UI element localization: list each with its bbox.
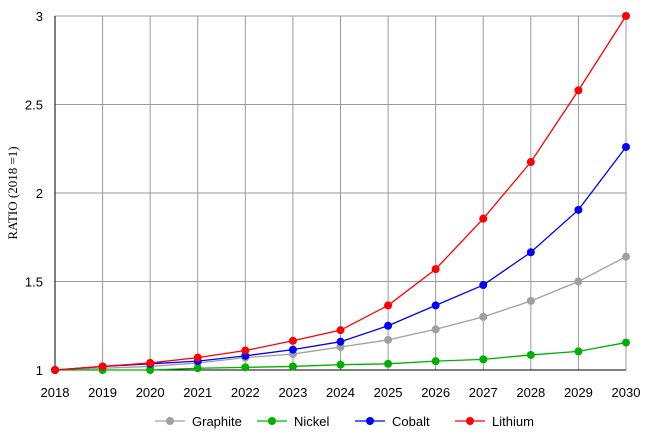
legend-swatch-marker xyxy=(466,417,474,425)
x-tick-label: 2020 xyxy=(136,385,165,400)
data-point xyxy=(526,158,535,167)
data-point xyxy=(622,252,630,261)
y-tick-label: 3 xyxy=(36,9,43,24)
y-axis-label: RATIO (2018 =1) xyxy=(5,146,20,239)
series-layer xyxy=(51,12,630,374)
x-tick-label: 2025 xyxy=(374,385,403,400)
legend-item-graphite: Graphite xyxy=(155,414,242,429)
data-point xyxy=(98,362,107,371)
data-point xyxy=(479,355,488,364)
data-point xyxy=(288,345,297,354)
data-point xyxy=(622,12,630,20)
data-point xyxy=(193,353,202,362)
y-axis-ticks: 1 1.5 2 2.5 3 xyxy=(25,9,43,378)
x-tick-label: 2022 xyxy=(231,385,260,400)
data-point xyxy=(574,277,583,286)
legend-swatch-marker xyxy=(366,417,374,425)
legend-item-cobalt: Cobalt xyxy=(355,414,430,429)
data-point xyxy=(479,312,488,321)
data-point xyxy=(431,325,440,334)
y-tick-label: 1 xyxy=(36,363,43,378)
data-point xyxy=(384,335,393,344)
data-point xyxy=(526,350,535,359)
x-tick-label: 2021 xyxy=(183,385,212,400)
data-point xyxy=(526,248,535,257)
data-point xyxy=(384,321,393,330)
legend-swatch-marker xyxy=(166,417,174,425)
data-point xyxy=(431,301,440,310)
data-point xyxy=(574,205,583,214)
data-point xyxy=(479,214,488,223)
data-point xyxy=(574,86,583,95)
legend: Graphite Nickel Cobalt Lithium xyxy=(155,414,534,429)
x-tick-label: 2029 xyxy=(564,385,593,400)
data-point xyxy=(146,366,155,374)
x-tick-label: 2026 xyxy=(421,385,450,400)
data-point xyxy=(526,296,535,305)
data-point xyxy=(622,338,630,347)
data-point xyxy=(431,357,440,366)
data-point xyxy=(288,336,297,345)
series-lithium xyxy=(51,12,630,374)
x-tick-label: 2019 xyxy=(88,385,117,400)
data-point xyxy=(622,142,630,151)
legend-label: Lithium xyxy=(492,414,534,429)
data-point xyxy=(193,364,202,373)
data-point xyxy=(384,301,393,310)
x-tick-label: 2028 xyxy=(516,385,545,400)
y-tick-label: 2 xyxy=(36,186,43,201)
y-tick-label: 1.5 xyxy=(25,275,43,290)
data-point xyxy=(574,347,583,356)
x-tick-label: 2027 xyxy=(469,385,498,400)
x-axis-ticks: 2018 2019 2020 2021 2022 2023 2024 2025 2026 2027… xyxy=(41,385,641,400)
legend-item-lithium: Lithium xyxy=(455,414,534,429)
y-tick-label: 2.5 xyxy=(25,98,43,113)
legend-label: Cobalt xyxy=(392,414,430,429)
x-tick-label: 2030 xyxy=(612,385,641,400)
legend-label: Graphite xyxy=(192,414,242,429)
data-point xyxy=(336,360,345,369)
legend-item-nickel: Nickel xyxy=(257,414,330,429)
data-point xyxy=(431,265,440,274)
data-point xyxy=(336,337,345,346)
data-point xyxy=(146,358,155,367)
data-point xyxy=(336,326,345,335)
data-point xyxy=(51,366,59,374)
data-point xyxy=(241,363,250,372)
data-point xyxy=(479,281,488,290)
legend-swatch-marker xyxy=(268,417,276,425)
grid xyxy=(55,15,627,371)
data-point xyxy=(241,346,250,355)
data-point xyxy=(288,362,297,371)
x-tick-label: 2018 xyxy=(41,385,70,400)
data-point xyxy=(384,359,393,368)
x-tick-label: 2023 xyxy=(278,385,307,400)
legend-label: Nickel xyxy=(294,414,330,429)
x-tick-label: 2024 xyxy=(326,385,355,400)
